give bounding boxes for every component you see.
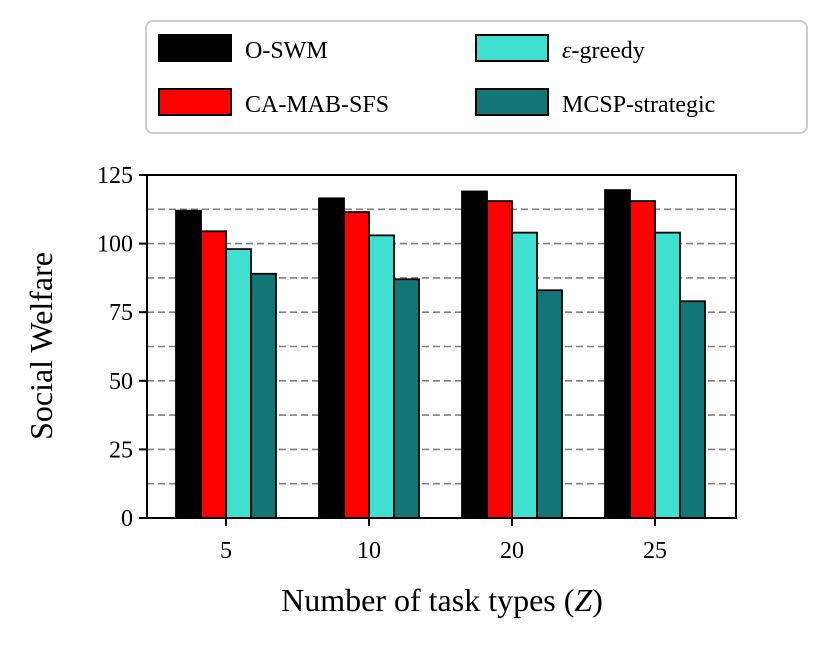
plot-frame (146, 174, 737, 519)
bar--greedy-25 (654, 231, 681, 519)
bar-o-swm-25 (604, 189, 631, 519)
legend-frame (145, 20, 808, 134)
legend-label-epsilon-symbol: ε (562, 38, 572, 64)
bar-mcsp-strategic-5 (250, 272, 277, 519)
bar-o-swm-10 (318, 197, 345, 519)
y-tick-label: 100 (97, 232, 133, 258)
y-tick-label: 125 (97, 163, 133, 189)
x-tick-label: 20 (500, 538, 524, 564)
x-axis-ticks: 5 10 20 25 (220, 518, 667, 564)
bar-o-swm-20 (461, 190, 488, 519)
y-axis-ticks: 0 25 50 75 100 125 (97, 163, 147, 532)
legend-swatch-mcsp-strategic (475, 88, 549, 116)
legend-swatch-o-swm (158, 34, 232, 62)
bar-ca-mab-sfs-10 (343, 211, 370, 519)
x-tick-label: 10 (357, 538, 381, 564)
bars (175, 189, 706, 519)
x-axis-title-variable: Z (574, 582, 593, 618)
bar-mcsp-strategic-10 (393, 278, 420, 519)
x-axis-title: Number of task types (Z) (281, 582, 603, 618)
legend-swatch-epsilon-greedy (475, 34, 549, 62)
y-tick-label: 0 (121, 506, 133, 532)
bar-ca-mab-sfs-20 (486, 200, 513, 519)
bar--greedy-10 (368, 234, 395, 519)
bar-ca-mab-sfs-5 (200, 230, 227, 519)
x-tick-label: 5 (220, 538, 232, 564)
y-tick-label: 50 (109, 369, 133, 395)
y-axis-title: Social Welfare (23, 252, 59, 440)
legend-label-ca-mab-sfs: CA-MAB-SFS (245, 92, 389, 118)
bar-mcsp-strategic-20 (536, 289, 563, 519)
legend-label-epsilon-rest: -greedy (571, 38, 644, 64)
legend-label-o-swm: O-SWM (245, 38, 328, 64)
bar-o-swm-5 (175, 209, 202, 519)
legend-swatch-ca-mab-sfs (158, 88, 232, 116)
x-tick-label: 25 (643, 538, 667, 564)
legend-label-mcsp-strategic: MCSP-strategic (562, 92, 715, 118)
x-axis-title-text: Number of task types (281, 582, 556, 618)
bar--greedy-5 (225, 248, 252, 519)
legend: O-SWM CA-MAB-SFS ε-greedy MCSP-strategic (145, 20, 808, 134)
y-tick-label: 75 (109, 300, 133, 326)
bar-mcsp-strategic-25 (679, 300, 706, 519)
bar--greedy-20 (511, 231, 538, 519)
bar-ca-mab-sfs-25 (629, 200, 656, 519)
y-tick-label: 25 (109, 437, 133, 463)
legend-label-epsilon-greedy: ε-greedy (562, 38, 645, 64)
